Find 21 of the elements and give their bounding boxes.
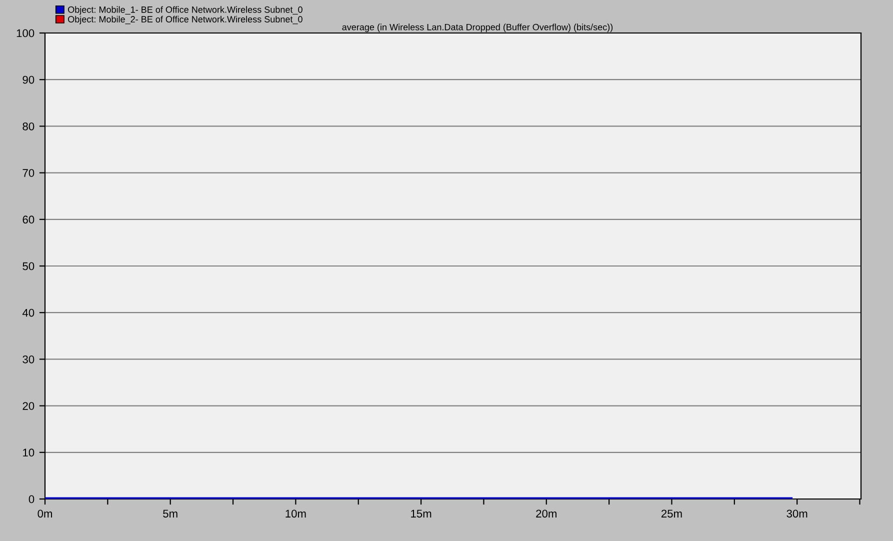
y-tick-label: 90 bbox=[22, 76, 34, 84]
x-tick-label: 15m bbox=[411, 510, 432, 518]
x-tick-label: 20m bbox=[536, 510, 556, 518]
y-tick-label: 10 bbox=[23, 448, 34, 457]
x-tick-label: 30m bbox=[786, 510, 808, 518]
legend-label: Object: Mobile_2- BE of Office Network.Wireless Subnet_0 bbox=[68, 16, 302, 24]
y-tick-label: 40 bbox=[22, 308, 34, 317]
x-tick-label: 0m bbox=[38, 510, 52, 518]
chart-title: average (in Wireless Lan.Data Dropped (Buffer Overflow) (bits/sec)) bbox=[342, 24, 613, 32]
y-tick-label: 100 bbox=[16, 29, 34, 38]
y-tick-label: 0 bbox=[28, 495, 34, 504]
x-tick-label: 10m bbox=[286, 510, 306, 518]
y-tick-label: 30 bbox=[22, 355, 34, 364]
y-tick-label: 60 bbox=[22, 216, 34, 224]
y-tick-label: 70 bbox=[22, 169, 34, 177]
y-tick-label: 50 bbox=[22, 262, 34, 270]
legend-label: Object: Mobile_1- BE of Office Network.Wireless Subnet_0 bbox=[68, 6, 302, 15]
y-tick-label: 80 bbox=[22, 122, 34, 130]
x-tick-label: 5m bbox=[163, 510, 178, 518]
x-tick-label: 25m bbox=[661, 510, 682, 518]
y-tick-label: 20 bbox=[22, 402, 34, 410]
